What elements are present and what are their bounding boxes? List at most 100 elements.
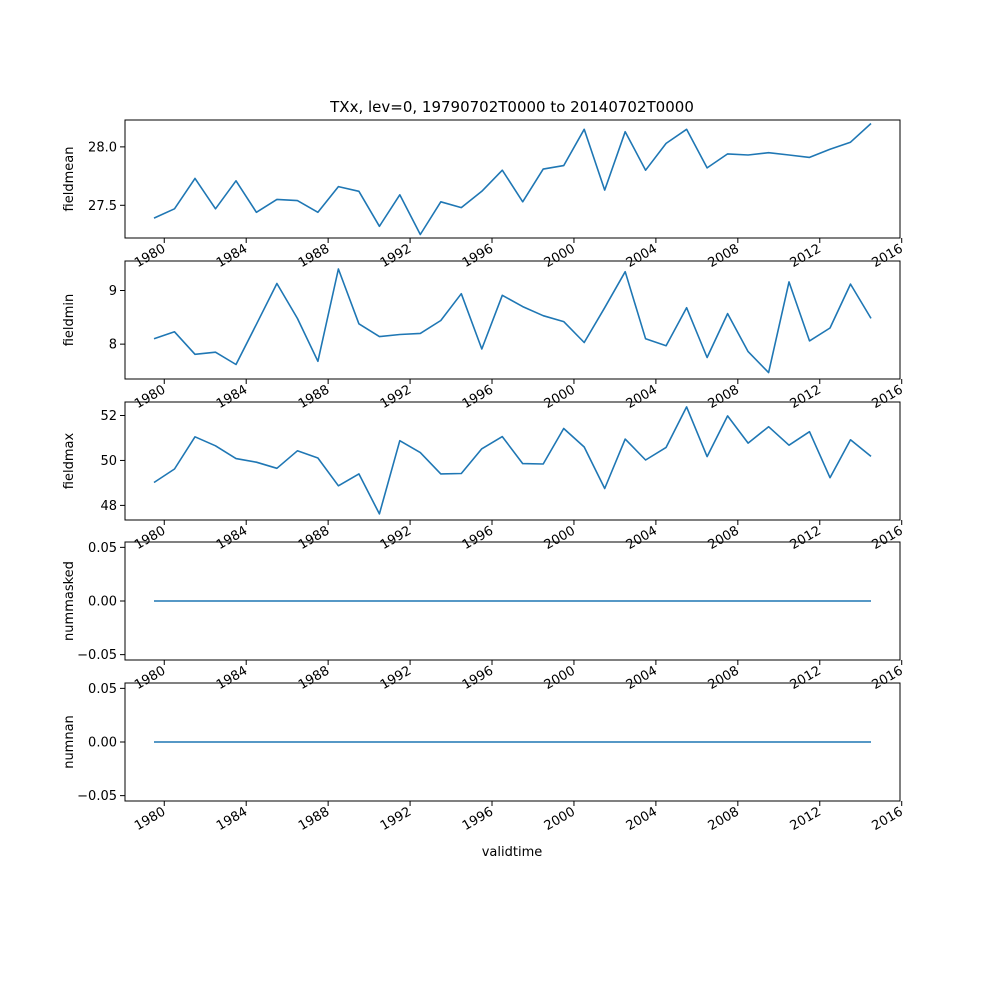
panel-fieldmin: 8 9 fieldmin 1980 1984 1988 1992 1996 2000 2004 20…: [62, 260, 906, 412]
data-point: [788, 281, 790, 283]
data-point: [276, 467, 278, 469]
data-point: [870, 455, 872, 457]
axes-frame: [124, 260, 901, 380]
data-point: [808, 431, 810, 433]
data-point: [624, 271, 626, 273]
data-point: [767, 741, 769, 743]
y-tick-label: 0.05: [88, 682, 117, 697]
y-axis-label: fieldmin: [62, 294, 77, 347]
data-point: [460, 472, 462, 474]
data-point: [255, 211, 257, 213]
x-tick-label: 1988: [296, 241, 332, 271]
data-point: [583, 341, 585, 343]
data-point: [542, 315, 544, 317]
data-point: [706, 167, 708, 169]
data-point: [706, 600, 708, 602]
data-point: [788, 600, 790, 602]
data-point: [747, 154, 749, 156]
x-tick-label: 1980: [132, 241, 168, 271]
x-tick-label: 2004: [624, 804, 660, 834]
y-tick-label: 50: [100, 454, 117, 469]
x-tick-label: 2004: [624, 382, 660, 412]
data-point: [726, 741, 728, 743]
data-point: [685, 406, 687, 408]
data-point: [337, 600, 339, 602]
data-point: [194, 741, 196, 743]
data-point: [173, 208, 175, 210]
data-point: [808, 600, 810, 602]
data-point: [419, 741, 421, 743]
y-axis-label: fieldmax: [62, 433, 77, 490]
data-point: [173, 331, 175, 333]
data-point: [276, 741, 278, 743]
data-point: [460, 206, 462, 208]
data-point: [829, 327, 831, 329]
data-point: [829, 148, 831, 150]
data-point: [337, 268, 339, 270]
data-point: [665, 446, 667, 448]
data-point: [440, 319, 442, 321]
data-point: [255, 600, 257, 602]
x-axis-label: validtime: [482, 845, 543, 860]
data-point: [624, 131, 626, 133]
data-point: [358, 741, 360, 743]
data-point: [255, 323, 257, 325]
data-point: [460, 600, 462, 602]
x-tick-label: 2000: [542, 804, 578, 834]
data-point: [870, 317, 872, 319]
x-tick-label: 2000: [542, 241, 578, 271]
data-point: [214, 741, 216, 743]
x-tick-label: 1996: [460, 523, 496, 553]
data-point: [767, 152, 769, 154]
data-point: [317, 741, 319, 743]
data-point: [419, 332, 421, 334]
data-point: [440, 741, 442, 743]
data-point: [194, 436, 196, 438]
x-tick-label: 2008: [706, 804, 742, 834]
data-point: [726, 415, 728, 417]
data-point: [788, 154, 790, 156]
data-point: [501, 741, 503, 743]
data-point: [726, 312, 728, 314]
x-tick-label: 1984: [214, 382, 250, 412]
data-point: [153, 217, 155, 219]
data-point: [788, 741, 790, 743]
data-point: [563, 164, 565, 166]
data-point: [173, 600, 175, 602]
data-point: [276, 600, 278, 602]
x-tick-label: 1980: [132, 382, 168, 412]
data-point: [173, 468, 175, 470]
data-point: [235, 741, 237, 743]
data-point: [378, 513, 380, 515]
y-tick-label: 0.05: [88, 541, 117, 556]
data-point: [214, 445, 216, 447]
data-point: [767, 426, 769, 428]
y-tick-label: −0.05: [77, 648, 117, 663]
data-point: [440, 473, 442, 475]
data-point: [767, 600, 769, 602]
data-point: [563, 427, 565, 429]
data-point: [501, 294, 503, 296]
data-point: [644, 741, 646, 743]
data-point: [501, 169, 503, 171]
data-point: [173, 741, 175, 743]
data-point: [481, 600, 483, 602]
data-point: [460, 741, 462, 743]
data-point: [194, 177, 196, 179]
y-tick-label: 9: [109, 284, 117, 299]
data-point: [849, 283, 851, 285]
data-point: [153, 338, 155, 340]
series-line-fieldmean: [153, 122, 872, 236]
data-point: [665, 741, 667, 743]
x-tick-label: 1984: [214, 804, 250, 834]
data-point: [399, 333, 401, 335]
panel-nummasked: −0.05 0.00 0.05 nummasked 1980 1984 1988 1992 19…: [62, 541, 906, 693]
y-tick-label: 28.0: [88, 140, 117, 155]
data-point: [808, 741, 810, 743]
x-tick-label: 1984: [214, 241, 250, 271]
data-point: [194, 600, 196, 602]
data-point: [624, 741, 626, 743]
data-point: [399, 741, 401, 743]
data-point: [747, 600, 749, 602]
y-tick-label: 48: [100, 499, 117, 514]
